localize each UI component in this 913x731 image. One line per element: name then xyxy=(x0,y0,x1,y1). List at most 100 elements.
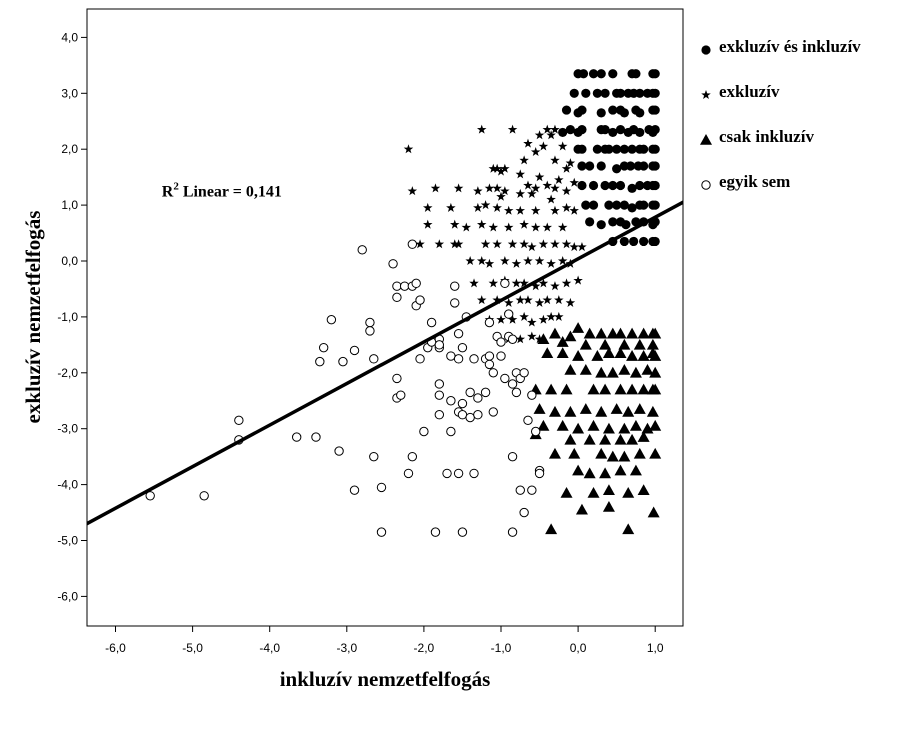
data-point xyxy=(349,345,360,356)
data-point xyxy=(588,180,599,191)
data-point xyxy=(507,314,518,324)
data-point xyxy=(619,108,629,118)
data-point xyxy=(614,464,627,476)
data-point xyxy=(622,405,635,417)
data-point xyxy=(635,127,645,138)
data-point xyxy=(465,412,475,423)
data-point xyxy=(503,297,514,307)
data-point xyxy=(585,161,595,171)
data-point xyxy=(650,144,660,154)
data-point xyxy=(548,447,561,459)
data-point xyxy=(554,295,564,305)
data-point xyxy=(480,200,491,210)
series-2 xyxy=(529,322,662,535)
data-point xyxy=(423,219,433,229)
data-point xyxy=(577,161,587,171)
data-point xyxy=(392,373,402,384)
data-point xyxy=(515,334,526,344)
data-point xyxy=(649,419,662,431)
data-point xyxy=(612,144,622,154)
data-point xyxy=(542,295,553,305)
data-point xyxy=(430,183,441,193)
data-point xyxy=(546,311,556,321)
data-point xyxy=(523,256,533,266)
data-point xyxy=(349,485,360,495)
data-point xyxy=(572,422,585,434)
data-point xyxy=(484,351,495,361)
y-tick-label: 4,0 xyxy=(61,30,78,44)
data-point xyxy=(442,468,452,479)
data-point xyxy=(627,144,637,154)
data-point xyxy=(507,527,518,537)
data-points xyxy=(145,69,662,537)
data-point xyxy=(538,239,549,249)
data-point xyxy=(561,278,572,288)
data-point xyxy=(453,468,464,479)
data-point xyxy=(614,327,627,339)
data-point xyxy=(465,387,475,398)
data-point xyxy=(145,491,155,501)
data-point xyxy=(530,147,541,157)
x-tick-label: 0,0 xyxy=(570,641,587,655)
data-point xyxy=(403,468,414,479)
data-point xyxy=(608,180,618,191)
data-point xyxy=(450,298,460,308)
data-point xyxy=(608,127,618,138)
data-point xyxy=(523,415,533,426)
data-point xyxy=(619,200,629,210)
data-point xyxy=(565,297,576,307)
data-point xyxy=(579,403,592,414)
data-point xyxy=(519,219,529,229)
data-point xyxy=(650,105,660,115)
data-point xyxy=(548,327,561,339)
legend-marker xyxy=(700,134,712,145)
data-point xyxy=(484,359,495,370)
data-point xyxy=(650,69,660,79)
data-point xyxy=(556,347,569,359)
data-point xyxy=(606,366,619,378)
x-tick-label: -5,0 xyxy=(182,641,203,655)
series-3 xyxy=(145,239,545,537)
data-point xyxy=(604,200,614,210)
data-point xyxy=(318,342,329,353)
data-point xyxy=(561,163,572,173)
data-point xyxy=(488,222,499,232)
data-point xyxy=(569,88,579,98)
data-point xyxy=(587,383,600,395)
data-point xyxy=(492,239,502,249)
data-point xyxy=(602,500,615,512)
data-point xyxy=(338,356,348,367)
data-point xyxy=(650,180,660,191)
data-point xyxy=(622,486,635,498)
data-point xyxy=(637,431,650,442)
data-point xyxy=(527,485,537,495)
data-point xyxy=(596,161,606,171)
data-point xyxy=(581,88,591,98)
y-tick-label: -5,0 xyxy=(57,534,78,548)
data-point xyxy=(369,451,379,462)
data-point xyxy=(488,368,498,378)
data-point xyxy=(614,383,627,395)
series-0 xyxy=(558,69,660,247)
data-point xyxy=(548,405,561,417)
data-point xyxy=(610,403,623,414)
data-point xyxy=(453,183,464,193)
data-point xyxy=(621,220,631,230)
data-point xyxy=(473,186,483,196)
data-point xyxy=(492,163,502,173)
data-point xyxy=(626,383,639,395)
legend-label: egyik sem xyxy=(719,172,790,191)
data-point xyxy=(426,317,437,328)
data-point xyxy=(523,295,533,305)
data-point xyxy=(457,527,468,537)
data-point xyxy=(515,188,526,198)
data-point xyxy=(595,447,608,459)
data-point xyxy=(546,258,556,268)
data-point xyxy=(614,347,627,359)
data-point xyxy=(615,180,626,191)
data-point xyxy=(565,125,575,135)
data-point xyxy=(626,327,639,339)
data-point xyxy=(637,383,650,395)
data-point xyxy=(599,383,612,395)
data-point xyxy=(587,486,600,498)
